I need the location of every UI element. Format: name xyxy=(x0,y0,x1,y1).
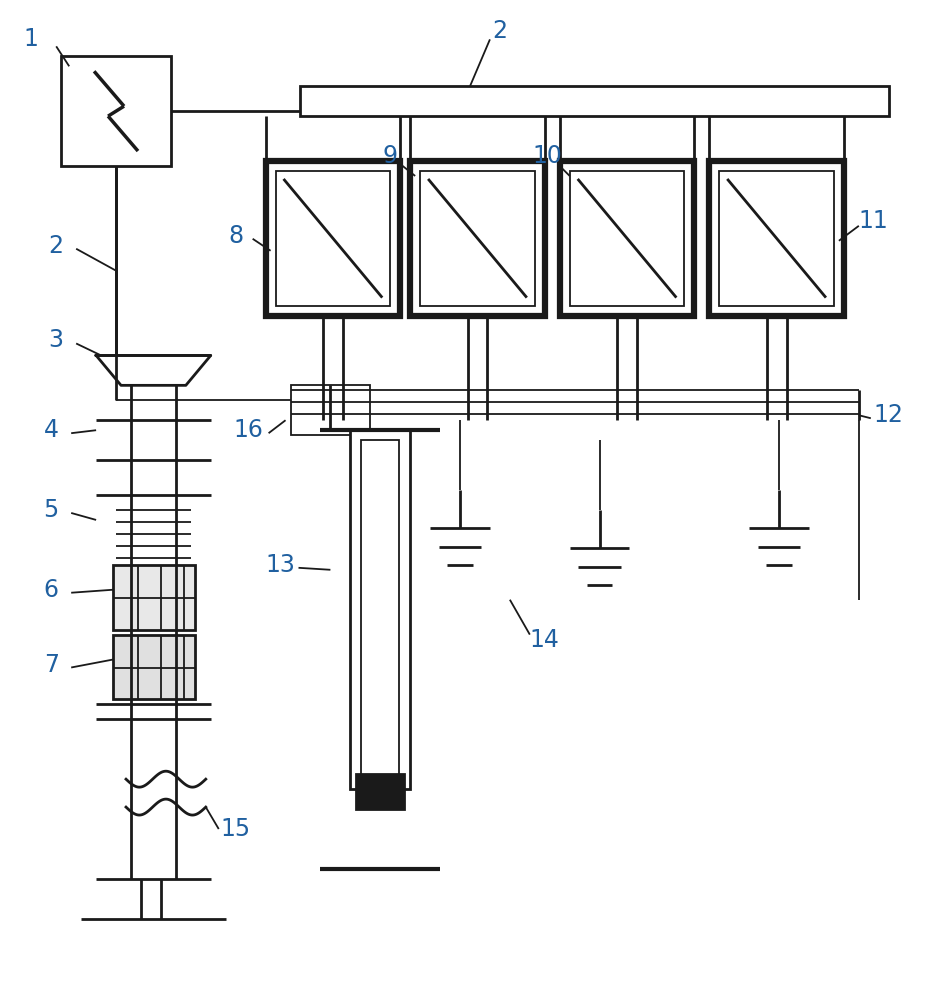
Bar xyxy=(275,171,390,306)
Text: 10: 10 xyxy=(533,144,563,168)
Text: 15: 15 xyxy=(221,817,251,841)
Bar xyxy=(570,171,684,306)
Text: 4: 4 xyxy=(44,418,59,442)
Bar xyxy=(300,86,889,116)
Text: 1: 1 xyxy=(23,27,38,51)
Bar xyxy=(709,161,844,316)
Text: 3: 3 xyxy=(49,328,64,352)
Text: 2: 2 xyxy=(492,19,507,43)
Bar xyxy=(113,565,195,630)
Text: 12: 12 xyxy=(874,403,903,427)
Bar xyxy=(61,56,171,166)
Bar xyxy=(350,430,410,789)
Bar xyxy=(290,385,371,435)
Bar xyxy=(113,635,195,699)
Text: 8: 8 xyxy=(228,224,243,248)
Text: 9: 9 xyxy=(383,144,398,168)
Text: 7: 7 xyxy=(44,653,59,677)
Bar xyxy=(266,161,401,316)
Text: 2: 2 xyxy=(49,234,64,258)
Text: 14: 14 xyxy=(530,628,560,652)
Bar xyxy=(560,161,695,316)
Text: 13: 13 xyxy=(266,553,296,577)
Bar xyxy=(410,161,545,316)
Bar xyxy=(361,440,400,779)
Bar xyxy=(420,171,534,306)
Text: 6: 6 xyxy=(44,578,59,602)
Text: 16: 16 xyxy=(234,418,264,442)
Bar xyxy=(719,171,834,306)
Bar xyxy=(357,774,404,809)
Text: 11: 11 xyxy=(859,209,888,233)
Text: 5: 5 xyxy=(44,498,59,522)
